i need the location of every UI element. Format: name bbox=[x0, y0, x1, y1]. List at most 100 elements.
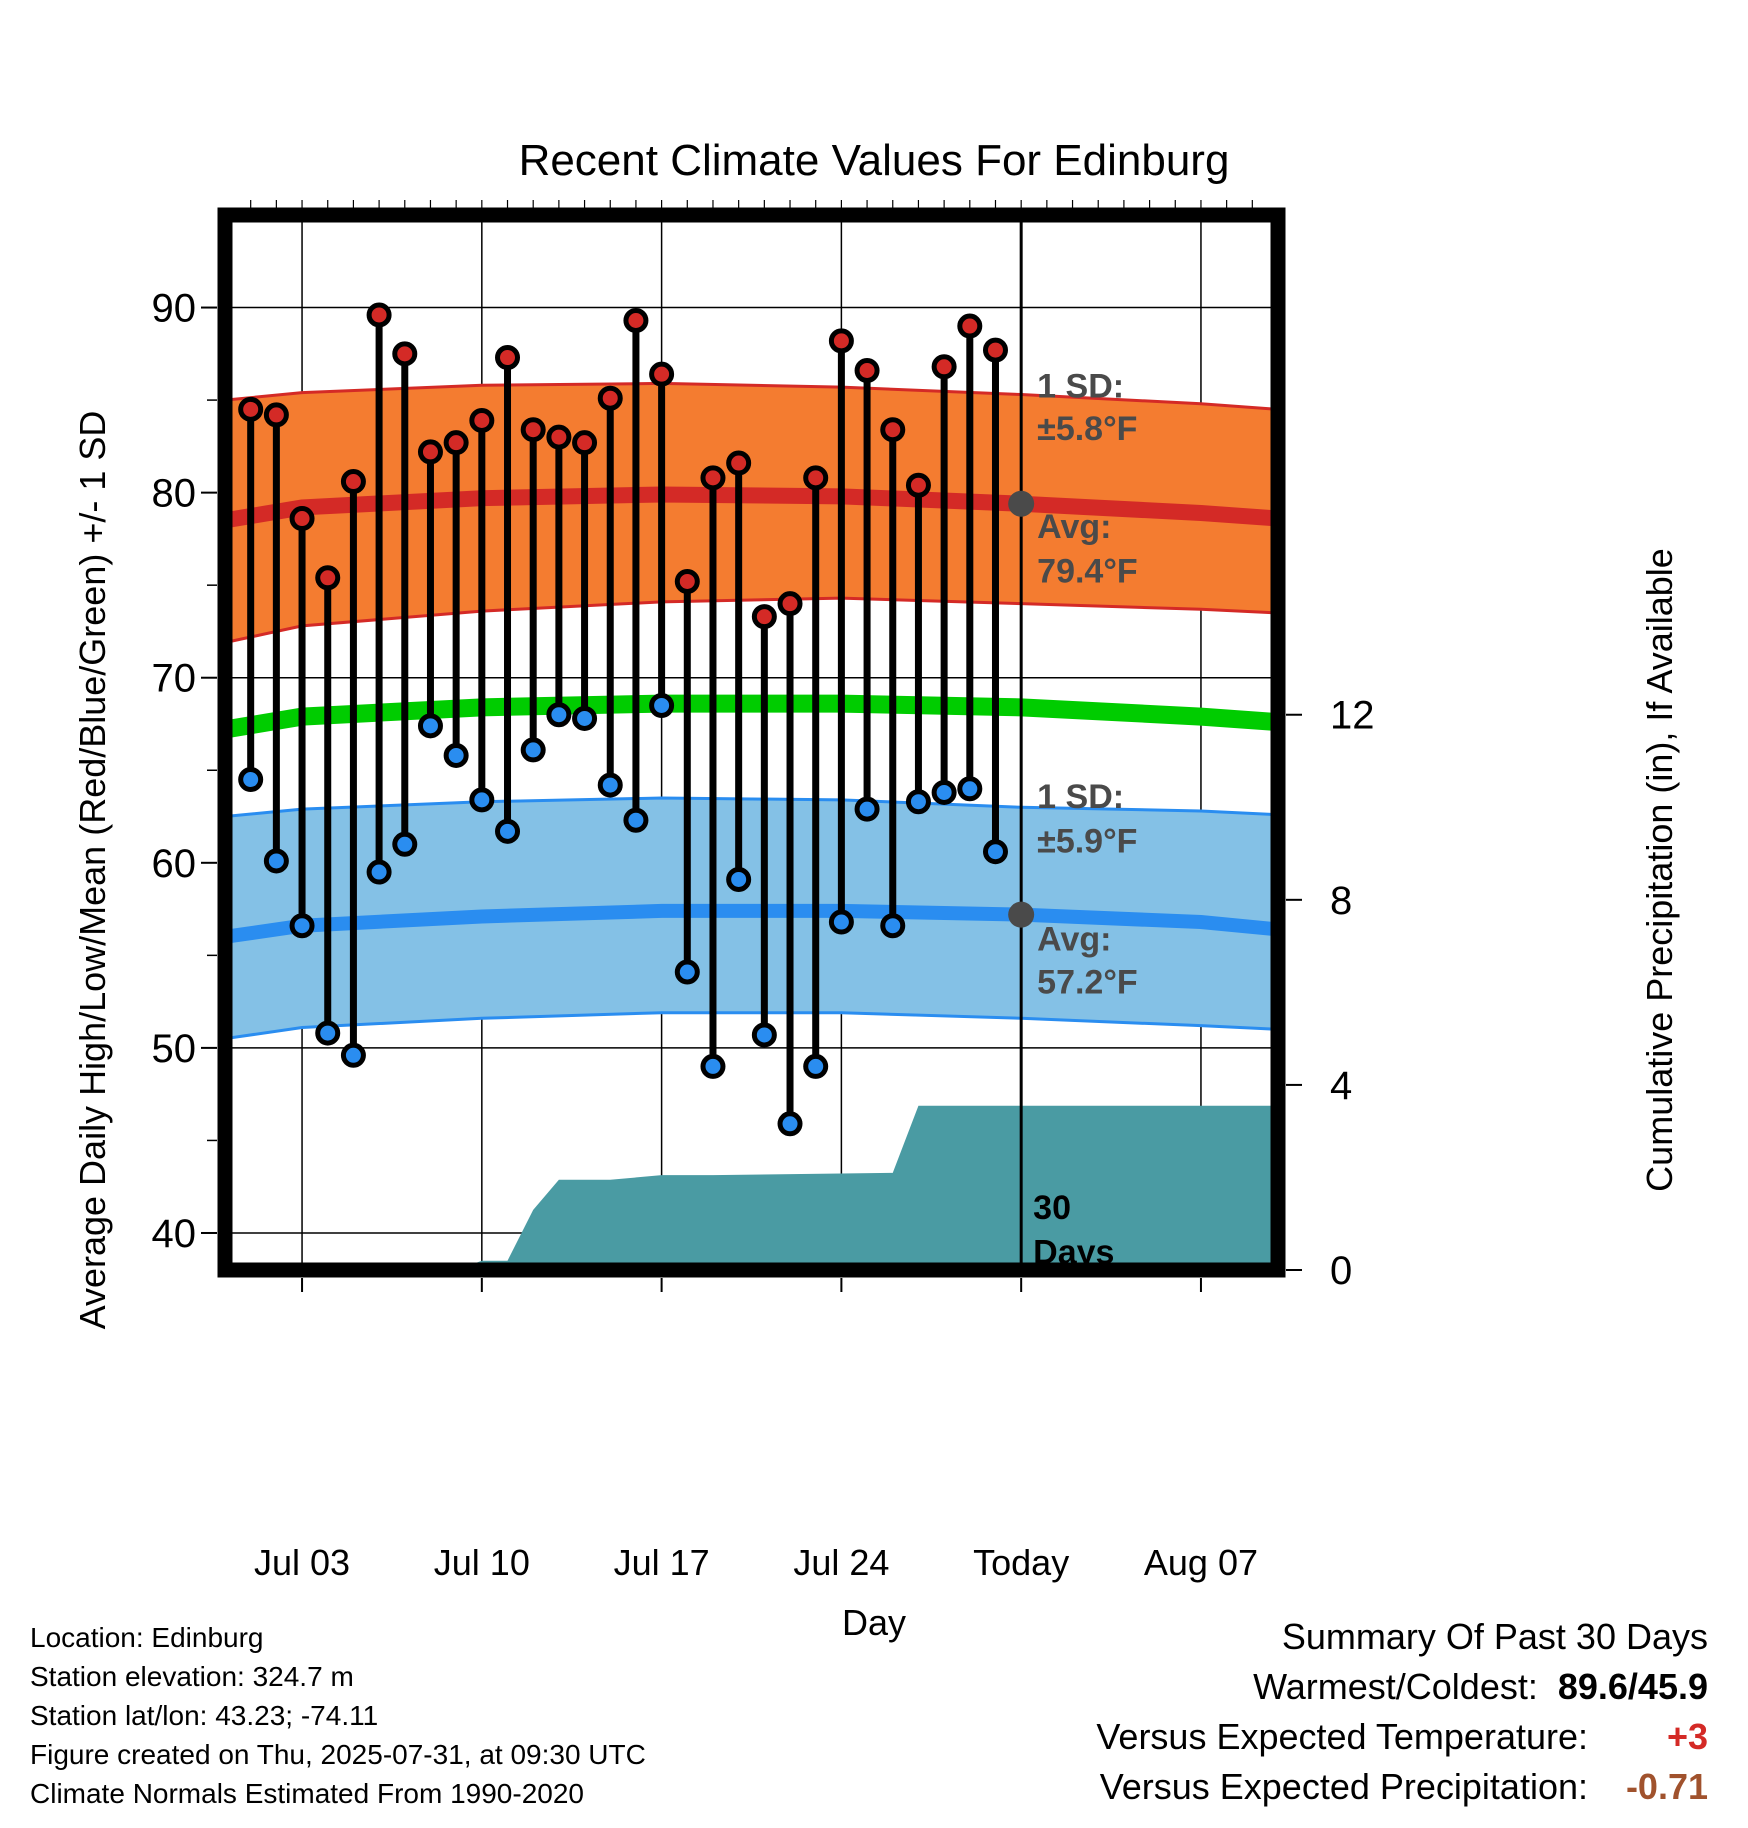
y2-tick-label: 4 bbox=[1330, 1064, 1352, 1108]
x-tick-label: Jul 03 bbox=[254, 1542, 350, 1583]
y-axis: 40 50 60 70 80 90 bbox=[152, 287, 217, 1256]
mean-avg-line bbox=[225, 694, 1278, 739]
y2-tick-label: 8 bbox=[1330, 879, 1352, 923]
high-point bbox=[366, 302, 392, 328]
low-point bbox=[315, 1020, 341, 1046]
high-point bbox=[700, 465, 726, 491]
high-sd-label: 1 SD: bbox=[1037, 367, 1124, 405]
low-sd-label: 1 SD: bbox=[1037, 778, 1124, 816]
low-point bbox=[751, 1022, 777, 1048]
high-avg-line bbox=[225, 486, 1278, 529]
x-tick-label: Today bbox=[973, 1542, 1069, 1583]
low-point bbox=[726, 866, 752, 892]
chart-title: Recent Climate Values For Edinburg bbox=[519, 136, 1230, 185]
high-point bbox=[597, 385, 623, 411]
plot-frame bbox=[217, 207, 1286, 1278]
high-point bbox=[803, 465, 829, 491]
high-point bbox=[289, 506, 315, 532]
high-point bbox=[315, 565, 341, 591]
low-point bbox=[623, 807, 649, 833]
low-avg-value: 57.2°F bbox=[1037, 963, 1138, 1001]
elevation-text: Station elevation: 324.7 m bbox=[30, 1661, 354, 1692]
x-tick-label: Jul 10 bbox=[434, 1542, 530, 1583]
low-point bbox=[649, 692, 675, 718]
station-info: Location: Edinburg Station elevation: 32… bbox=[30, 1618, 646, 1813]
plot-interior bbox=[225, 215, 1278, 1270]
today-low-avg-marker bbox=[1008, 901, 1035, 928]
x-axis: Jul 03 Jul 10 Jul 17 Jul 24 Today Aug 07 bbox=[250, 200, 1258, 1583]
low-point bbox=[469, 787, 495, 813]
high-point bbox=[854, 357, 880, 383]
high-avg-value: 79.4°F bbox=[1037, 552, 1138, 590]
low-point bbox=[597, 772, 623, 798]
high-point bbox=[880, 417, 906, 443]
high-sd-band bbox=[225, 381, 1278, 645]
low-point bbox=[777, 1111, 803, 1137]
low-point bbox=[263, 848, 289, 874]
high-point bbox=[443, 430, 469, 456]
x-tick-label: Jul 17 bbox=[614, 1542, 710, 1583]
high-point bbox=[726, 450, 752, 476]
low-point bbox=[828, 909, 854, 935]
high-point bbox=[520, 417, 546, 443]
high-sd-value: ±5.8°F bbox=[1037, 410, 1137, 448]
low-sd-band bbox=[225, 796, 1278, 1041]
low-point bbox=[931, 779, 957, 805]
low-avg-line bbox=[225, 903, 1278, 944]
y-tick-label: 60 bbox=[152, 842, 197, 886]
warmest-label: Warmest/Coldest: bbox=[1253, 1666, 1538, 1707]
created-text: Figure created on Thu, 2025-07-31, at 09… bbox=[30, 1739, 646, 1770]
high-point bbox=[495, 345, 521, 371]
plot-area: 1 SD: ±5.8°F Avg: 79.4°F 1 SD: ±5.9°F Avg: 57.2… bbox=[217, 207, 1286, 1278]
low-point bbox=[520, 737, 546, 763]
high-point bbox=[777, 591, 803, 617]
high-point bbox=[674, 568, 700, 594]
low-point bbox=[340, 1042, 366, 1068]
location-text: Location: Edinburg bbox=[30, 1622, 264, 1653]
latlon-text: Station lat/lon: 43.23; -74.11 bbox=[30, 1700, 379, 1731]
low-point bbox=[854, 796, 880, 822]
high-point bbox=[263, 402, 289, 428]
low-point bbox=[392, 831, 418, 857]
high-point bbox=[546, 424, 572, 450]
y-tick-label: 90 bbox=[152, 287, 197, 331]
high-point bbox=[572, 430, 598, 456]
low-sd-value: ±5.9°F bbox=[1037, 823, 1137, 861]
precip-value: -0.71 bbox=[1625, 1766, 1708, 1807]
high-point bbox=[392, 341, 418, 367]
warmest-value: 89.6/45.9 bbox=[1557, 1666, 1708, 1707]
low-point bbox=[417, 713, 443, 739]
today-high-avg-marker bbox=[1008, 490, 1035, 517]
summary-precip-row: Versus Expected Precipitation: -0.71 bbox=[1096, 1762, 1708, 1812]
precip-label: Versus Expected Precipitation: bbox=[1099, 1766, 1588, 1807]
high-point bbox=[905, 472, 931, 498]
x-tick-label: Aug 07 bbox=[1144, 1542, 1258, 1583]
low-point bbox=[546, 702, 572, 728]
y2-axis-label: Cumulative Precipitation (in), If Availa… bbox=[1639, 548, 1680, 1192]
temp-label: Versus Expected Temperature: bbox=[1096, 1716, 1588, 1757]
summary-warmest-row: Warmest/Coldest: 89.6/45.9 bbox=[1096, 1662, 1708, 1712]
temp-value: +3 bbox=[1666, 1716, 1708, 1757]
x-tick-label: Jul 24 bbox=[793, 1542, 889, 1583]
low-point bbox=[495, 818, 521, 844]
high-point bbox=[828, 328, 854, 354]
low-point bbox=[957, 776, 983, 802]
low-point bbox=[366, 859, 392, 885]
high-point bbox=[340, 469, 366, 495]
low-point bbox=[700, 1053, 726, 1079]
high-point bbox=[982, 337, 1008, 363]
summary-temp-row: Versus Expected Temperature: +3 bbox=[1096, 1712, 1708, 1762]
normals-text: Climate Normals Estimated From 1990-2020 bbox=[30, 1778, 584, 1809]
low-point bbox=[880, 913, 906, 939]
y-tick-label: 80 bbox=[152, 472, 197, 516]
high-point bbox=[469, 407, 495, 433]
high-avg-label: Avg: bbox=[1037, 508, 1111, 546]
high-point bbox=[931, 354, 957, 380]
summary-panel: Summary Of Past 30 Days Warmest/Coldest:… bbox=[1096, 1612, 1708, 1812]
y2-tick-label: 0 bbox=[1330, 1249, 1352, 1293]
y-tick-label: 70 bbox=[152, 657, 197, 701]
high-point bbox=[417, 439, 443, 465]
precip-area bbox=[225, 1105, 1278, 1270]
high-point bbox=[238, 396, 264, 422]
